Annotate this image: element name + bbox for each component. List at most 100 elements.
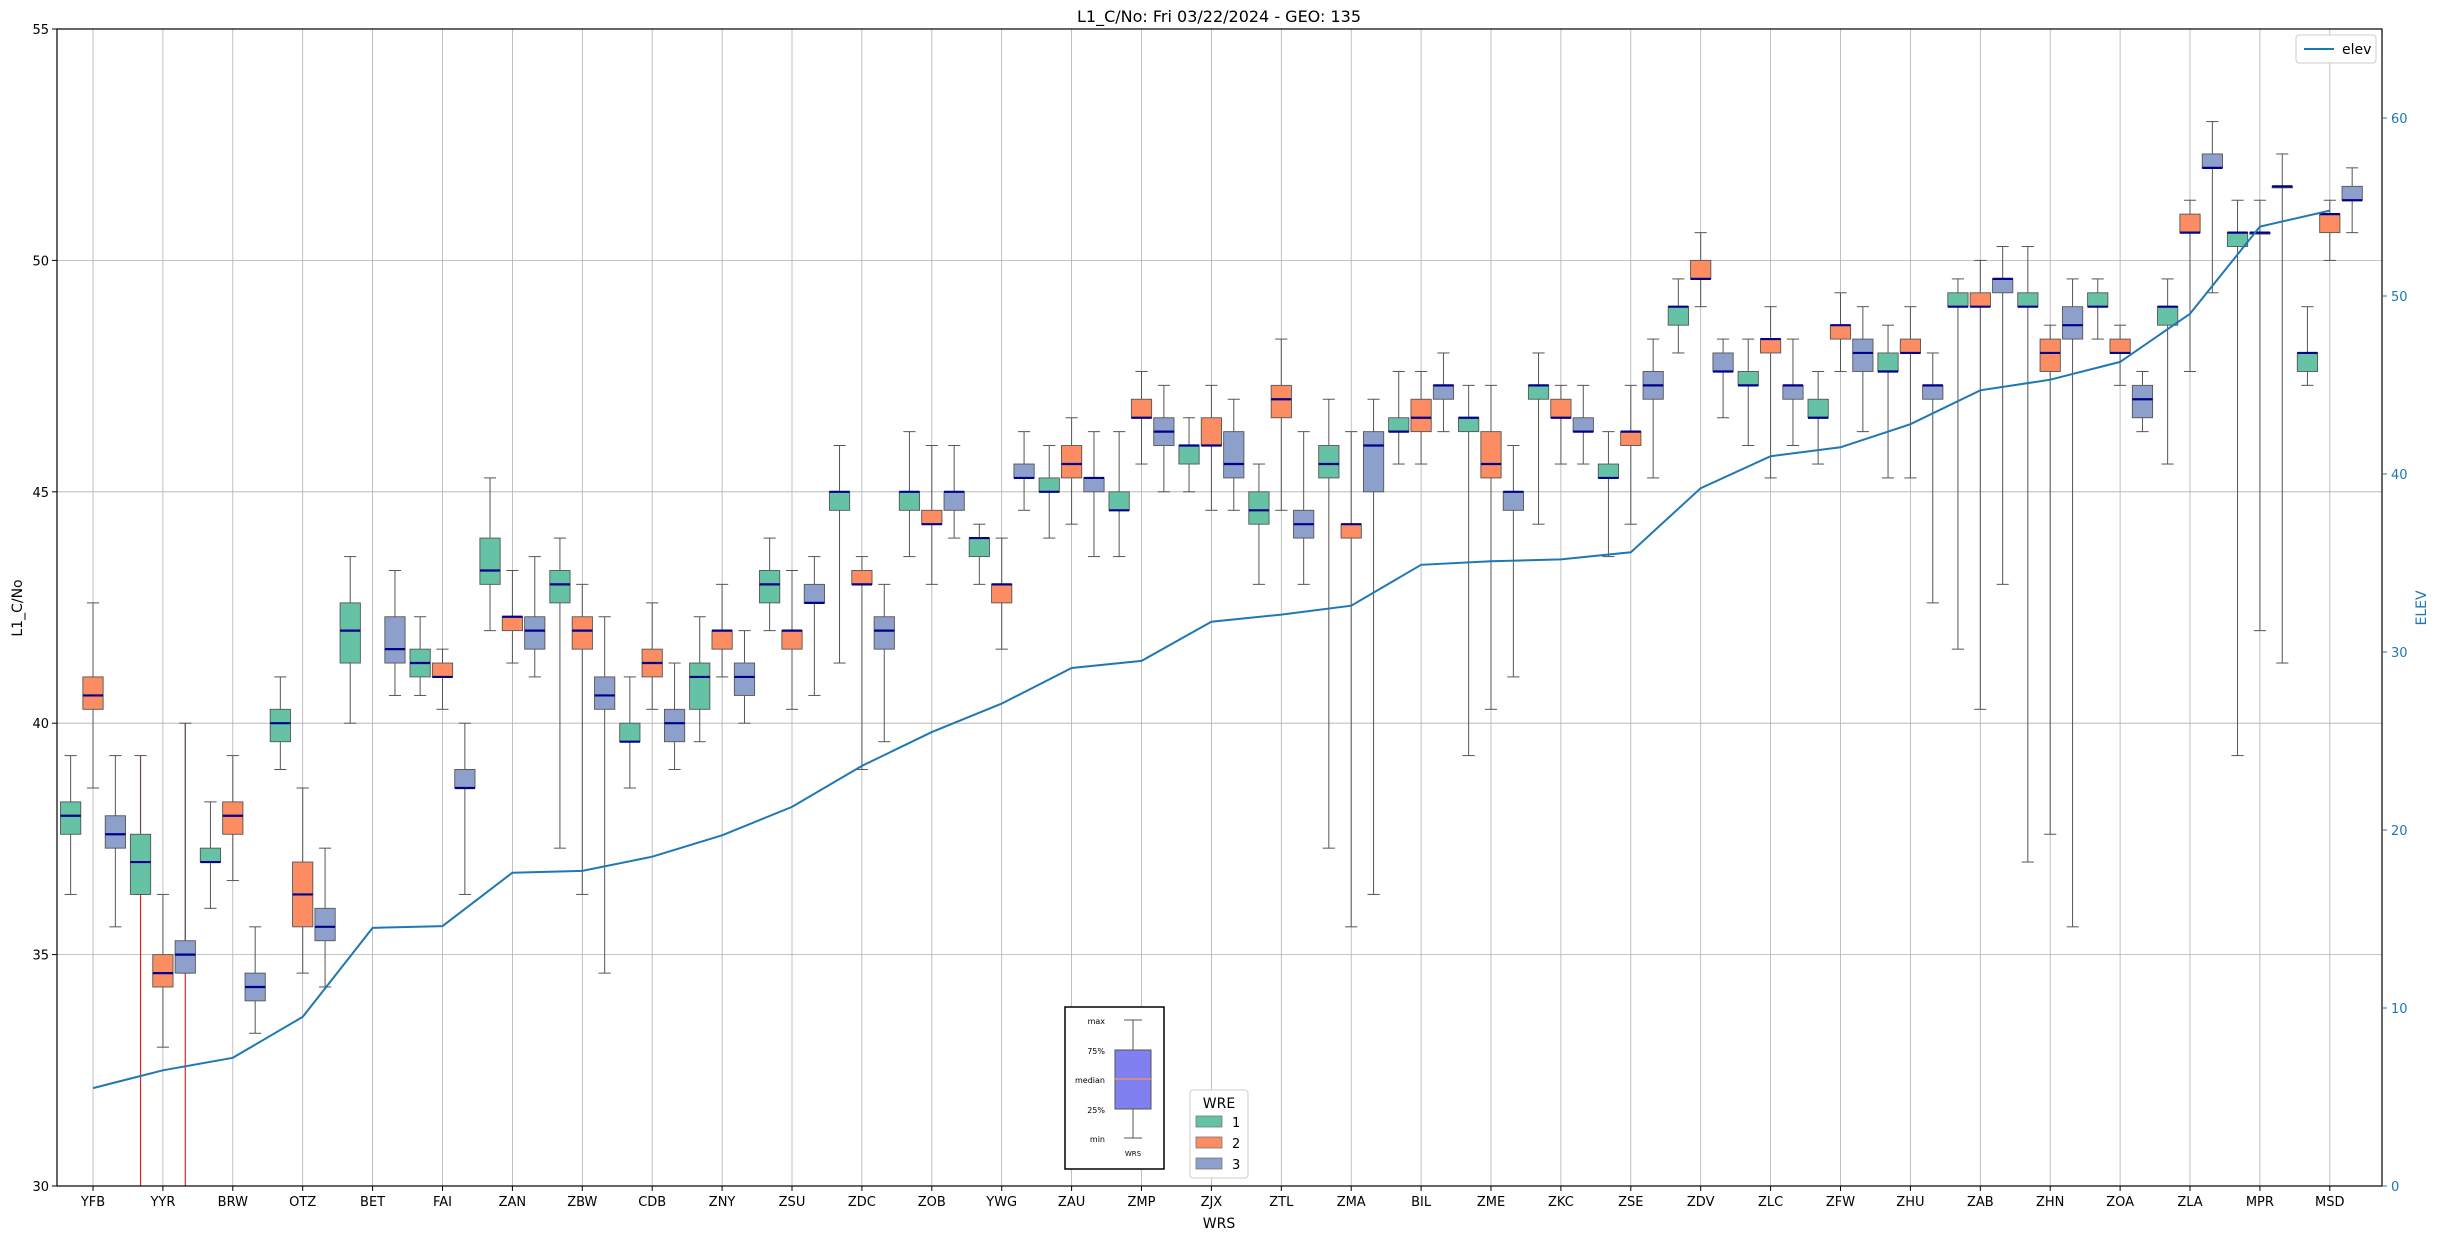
box-zla-wre2	[2179, 199, 2201, 372]
box-body	[1362, 431, 1385, 493]
box-body	[1410, 398, 1432, 433]
box-zbw-wre1	[549, 537, 571, 849]
box-body	[222, 801, 244, 835]
x-tick-label: ZDV	[1687, 1195, 1715, 1210]
y2-tick-label: 10	[2391, 1002, 2408, 1017]
x-tick-label: ZHU	[1896, 1195, 1924, 1210]
y2-tick-label: 20	[2391, 824, 2408, 839]
box-body	[2341, 185, 2363, 201]
y-axis-label: L1_C/No	[10, 579, 26, 636]
y2-tick-label: 50	[2391, 290, 2408, 305]
x-tick-label: ZSU	[779, 1195, 806, 1210]
box-zhn-wre3	[2061, 278, 2084, 928]
box-zdc-wre2	[851, 556, 873, 770]
x-tick-label: YFB	[80, 1195, 105, 1210]
inset-key-q1: 25%	[1087, 1106, 1105, 1115]
box-bet-wre1	[339, 556, 361, 724]
box-body	[129, 833, 152, 895]
box-body	[1572, 417, 1594, 433]
box-mpr-wre1	[2226, 199, 2249, 757]
box-zan-wre3	[524, 556, 546, 678]
box-yyr-wre3	[174, 722, 196, 1186]
box-cdb-wre1	[619, 676, 641, 789]
box-zhu-wre1	[1877, 324, 1899, 479]
box-cdb-wre3	[663, 662, 686, 770]
box-body	[1502, 491, 1524, 511]
x-axis-label: WRS	[1203, 1216, 1236, 1232]
box-body	[943, 491, 965, 511]
y-tick-label: 55	[32, 23, 49, 38]
box-otz-wre2	[292, 787, 314, 974]
box-zme-wre2	[1480, 384, 1502, 710]
x-tick-label: MSD	[2315, 1195, 2344, 1210]
wre-legend-label-2: 2	[1232, 1137, 1240, 1152]
box-zfw-wre3	[1852, 306, 1874, 433]
box-zab-wre3	[1992, 246, 2014, 585]
box-body	[619, 722, 641, 743]
box-body	[898, 491, 921, 511]
box-body	[2017, 292, 2039, 308]
wre-legend-swatch-3	[1195, 1157, 1223, 1170]
box-body	[549, 570, 571, 604]
chart-title: L1_C/No: Fri 03/22/2024 - GEO: 135	[1077, 7, 1361, 27]
box-zdv-wre3	[1712, 338, 1734, 419]
box-body	[1922, 384, 1944, 400]
box-body	[269, 708, 291, 743]
x-tick-label: YYR	[149, 1195, 175, 1210]
box-zoa-wre1	[2087, 278, 2109, 340]
x-tick-label: ZSE	[1618, 1195, 1643, 1210]
box-body	[1667, 306, 1689, 326]
box-zmp-wre1	[1108, 431, 1130, 558]
x-tick-label: ZJX	[1201, 1195, 1223, 1210]
elev-legend-label: elev	[2342, 42, 2371, 58]
box-zan-wre1	[479, 477, 501, 632]
box-body	[1527, 384, 1550, 400]
y-tick-label: 45	[32, 486, 49, 501]
box-zhn-wre2	[2039, 324, 2061, 835]
box-body	[1270, 384, 1292, 419]
box-ywg-wre3	[1013, 431, 1035, 511]
y-tick-label: 50	[32, 254, 49, 269]
box-body	[921, 509, 943, 525]
box-body	[1760, 338, 1782, 354]
y2-tick-label: 60	[2391, 112, 2408, 127]
box-zau-wre3	[1083, 431, 1105, 558]
box-mpr-wre2	[2249, 199, 2271, 632]
box-zse-wre2	[1620, 384, 1642, 525]
box-zdc-wre1	[828, 445, 851, 664]
box-body	[571, 616, 593, 650]
box-body	[1318, 445, 1340, 479]
box-body	[873, 616, 895, 650]
inset-key-min: min	[1090, 1135, 1105, 1144]
box-body	[339, 602, 361, 664]
box-yfb-wre1	[60, 755, 82, 895]
x-tick-label: BRW	[218, 1195, 248, 1210]
box-body	[663, 708, 686, 743]
box-body	[1899, 338, 1921, 354]
box-body	[2131, 384, 2154, 419]
box-body	[2319, 213, 2341, 234]
box-zbw-wre2	[571, 583, 593, 895]
wre-legend-label-3: 3	[1232, 1158, 1240, 1173]
box-mpr-wre3	[2271, 153, 2293, 664]
y2-tick-label: 40	[2391, 468, 2408, 483]
y2-tick-label: 0	[2391, 1180, 2399, 1195]
box-body	[711, 630, 733, 650]
x-tick-label: ZME	[1477, 1195, 1505, 1210]
x-tick-label: ZAU	[1058, 1195, 1085, 1210]
box-body	[2039, 338, 2061, 372]
box-zhu-wre3	[1922, 352, 1944, 604]
box-msd-wre2	[2319, 199, 2341, 261]
wre-legend-label-1: 1	[1232, 1116, 1240, 1131]
box-body	[1013, 463, 1035, 479]
box-body	[524, 616, 546, 650]
x-tick-label: ZAB	[1967, 1195, 1994, 1210]
box-bet-wre3	[384, 569, 406, 696]
box-body	[1388, 417, 1410, 433]
box-body	[1620, 431, 1642, 446]
box-body	[479, 537, 501, 585]
plot-frame	[56, 28, 2383, 1187]
y-tick-label: 40	[32, 717, 49, 732]
x-tick-label: ZAN	[499, 1195, 527, 1210]
